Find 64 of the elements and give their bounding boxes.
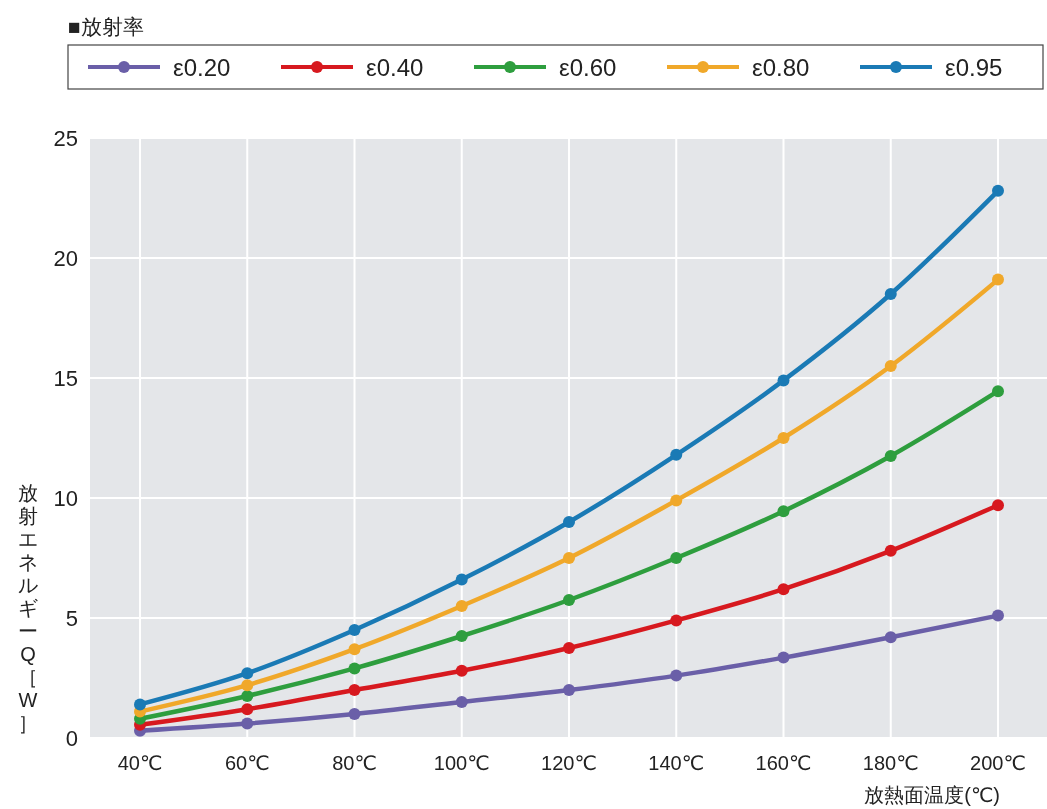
point [563, 642, 575, 654]
text: 放射エネルギーQ［W］ [18, 482, 38, 734]
point [670, 448, 683, 461]
x-tick-label: 160℃ [755, 752, 812, 774]
point [348, 708, 361, 720]
legend-title: ■放射率 [68, 15, 144, 38]
point [241, 703, 254, 716]
y-tick-label: 0 [65, 725, 78, 751]
point [992, 499, 1004, 512]
point [992, 273, 1004, 286]
point [455, 696, 468, 708]
point [455, 630, 468, 642]
point [884, 360, 897, 372]
point [670, 669, 683, 682]
point [241, 679, 254, 692]
legend-label: ε0.60 [559, 53, 617, 81]
point [777, 432, 790, 444]
x-tick-label: 180℃ [862, 752, 919, 774]
point [348, 643, 361, 656]
point [563, 684, 575, 696]
point [777, 505, 790, 518]
point [777, 583, 790, 596]
point [241, 717, 254, 730]
y-tick-label: 20 [53, 245, 78, 271]
point [884, 288, 897, 300]
point [777, 651, 790, 664]
point [348, 684, 361, 696]
point [455, 664, 468, 677]
point [670, 614, 683, 627]
point [348, 662, 361, 675]
legend-label: ε0.20 [173, 53, 231, 81]
y-tick-label: 10 [53, 485, 78, 511]
point [563, 552, 575, 564]
point [134, 698, 146, 711]
x-tick-label: 80℃ [332, 752, 377, 774]
x-tick-label: 100℃ [433, 752, 490, 774]
x-axis-title: 放熱面温度(℃) [864, 784, 1000, 806]
point [241, 667, 254, 680]
legend-label: ε0.40 [366, 53, 424, 81]
y-tick-label: 5 [65, 605, 78, 631]
y-tick-label: 15 [53, 365, 78, 391]
point [348, 624, 361, 636]
point [455, 600, 468, 612]
point [670, 494, 683, 507]
point [992, 385, 1004, 398]
point [455, 573, 468, 586]
point [241, 690, 254, 702]
point [670, 552, 683, 564]
x-tick-label: 140℃ [648, 752, 705, 774]
legend-label: ε0.80 [752, 53, 810, 81]
point [777, 374, 790, 387]
point [563, 516, 575, 528]
point [992, 609, 1004, 622]
point [884, 450, 897, 462]
point [563, 594, 575, 606]
point [992, 184, 1004, 197]
point [884, 631, 897, 644]
x-tick-label: 40℃ [117, 752, 163, 774]
point [884, 544, 897, 557]
x-tick-label: 120℃ [541, 752, 597, 774]
legend-label: ε0.95 [945, 53, 1003, 81]
x-tick-label: 200℃ [970, 752, 1026, 774]
y-tick-label: 25 [53, 125, 78, 151]
x-tick-label: 60℃ [224, 752, 270, 774]
